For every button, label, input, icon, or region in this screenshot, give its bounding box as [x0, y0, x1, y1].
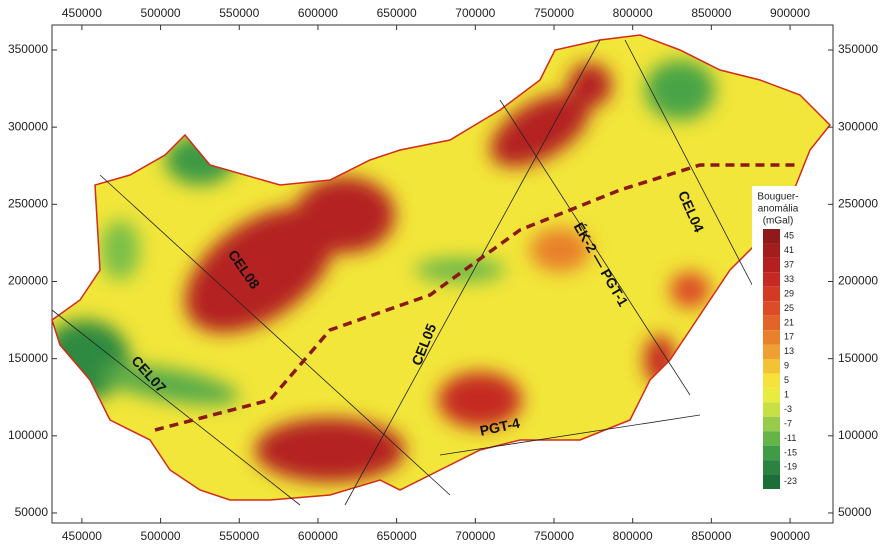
x-tick-label: 700000 [455, 529, 495, 543]
x-tick-label: 700000 [455, 6, 495, 20]
x-tick-label: 550000 [219, 6, 259, 20]
y-tick-label: 100000 [8, 428, 48, 442]
colorbar-tick-label: -3 [784, 404, 792, 414]
colorbar-tick-label: 37 [784, 259, 794, 269]
colorbar-title: anomália [758, 204, 799, 215]
x-tick-label: 900000 [770, 6, 810, 20]
x-tick-label: 550000 [219, 529, 259, 543]
colorbar-title: (mGal) [763, 216, 794, 227]
colorbar-swatch [763, 373, 780, 388]
y-tick-label: 250000 [8, 196, 48, 210]
colorbar-tick-label: 45 [784, 231, 794, 241]
y-tick-label: 150000 [838, 351, 878, 365]
colorbar-title: Bouguer- [757, 192, 798, 203]
colorbar-swatch [763, 243, 780, 258]
colorbar-swatch [763, 315, 780, 331]
colorbar-swatch [763, 301, 780, 316]
x-tick-label: 450000 [62, 6, 102, 20]
profile-lines [51, 39, 761, 506]
x-tick-label: 850000 [691, 6, 731, 20]
x-tick-label: 600000 [298, 6, 338, 20]
colorbar-tick-label: 29 [784, 288, 794, 298]
x-tick-label: 900000 [770, 529, 810, 543]
colorbar-tick-label: 13 [784, 346, 794, 356]
colorbar-tick-label: -23 [784, 476, 797, 486]
x-tick-label: 650000 [377, 6, 417, 20]
colorbar-tick-label: 33 [784, 274, 794, 284]
colorbar-tick-label: 1 [784, 389, 789, 399]
x-tick-label: 450000 [62, 529, 102, 543]
x-tick-label: 500000 [141, 529, 181, 543]
x-tick-label: 750000 [534, 6, 574, 20]
colorbar-swatch [763, 344, 780, 359]
colorbar-swatch [763, 474, 780, 489]
colorbar-swatch [763, 387, 780, 403]
colorbar-swatch [763, 272, 780, 287]
colorbar-tick-label: 9 [784, 361, 789, 371]
colorbar-tick-label: 25 [784, 303, 794, 313]
colorbar-swatch [763, 460, 780, 475]
colorbar-swatch [763, 359, 780, 374]
colorbar-swatch [763, 416, 780, 432]
x-tick-label: 750000 [534, 529, 574, 543]
colorbar-swatch [763, 286, 780, 302]
colorbar-swatch [763, 402, 780, 417]
colorbar-tick-label: 5 [784, 375, 789, 385]
y-tick-label: 150000 [8, 351, 48, 365]
x-tick-label: 850000 [691, 529, 731, 543]
colorbar-swatch [763, 431, 780, 446]
y-tick-label: 350000 [838, 42, 878, 56]
x-tick-label: 800000 [613, 6, 653, 20]
y-tick-label: 200000 [8, 274, 48, 288]
colorbar-swatch [763, 229, 780, 244]
colorbar-tick-label: -7 [784, 418, 792, 428]
colorbar-tick-label: 17 [784, 332, 794, 342]
x-tick-label: 650000 [377, 529, 417, 543]
y-tick-label: 350000 [8, 42, 48, 56]
y-tick-label: 250000 [838, 196, 878, 210]
x-tick-label: 600000 [298, 529, 338, 543]
colorbar-tick-label: -11 [784, 433, 796, 443]
colorbar-tick-label: -19 [784, 462, 797, 472]
x-tick-label: 500000 [141, 6, 181, 20]
y-tick-label: 300000 [838, 119, 878, 133]
colorbar-swatch [763, 257, 780, 273]
colorbar-tick-label: -15 [784, 447, 797, 457]
colorbar-tick-label: 41 [784, 245, 794, 255]
y-tick-label: 50000 [15, 505, 49, 519]
y-tick-label: 50000 [838, 505, 872, 519]
y-tick-label: 200000 [838, 274, 878, 288]
x-tick-label: 800000 [613, 529, 653, 543]
y-tick-label: 100000 [838, 428, 878, 442]
colorbar-tick-label: 21 [784, 317, 794, 327]
colorbar-swatch [763, 330, 780, 345]
dashed-boundary [154, 163, 800, 432]
colorbar-swatch [763, 445, 780, 461]
y-tick-label: 300000 [8, 119, 48, 133]
